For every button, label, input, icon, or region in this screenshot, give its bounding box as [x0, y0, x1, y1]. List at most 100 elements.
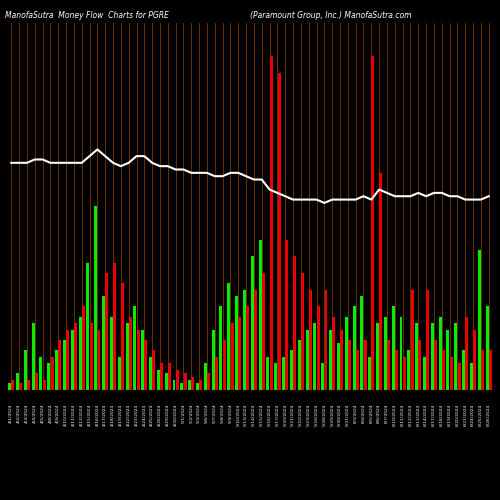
Text: 5/6/2024: 5/6/2024 [205, 404, 209, 423]
Bar [71, 330, 74, 390]
Bar [258, 240, 262, 390]
Bar [446, 330, 450, 390]
Text: 6/5/2024: 6/5/2024 [370, 404, 374, 423]
Text: 5/31/2024: 5/31/2024 [346, 404, 350, 425]
Bar [486, 306, 488, 390]
Bar [136, 330, 140, 390]
Bar [212, 330, 214, 390]
Bar [42, 380, 45, 390]
Text: 4/25/2024: 4/25/2024 [150, 404, 154, 425]
Bar [450, 356, 452, 390]
Bar [293, 256, 296, 390]
Bar [157, 370, 160, 390]
Bar [309, 290, 312, 390]
Bar [395, 350, 398, 390]
Bar [90, 323, 92, 390]
Bar [329, 330, 332, 390]
Text: 4/16/2024: 4/16/2024 [96, 404, 100, 425]
Bar [12, 380, 14, 390]
Bar [113, 263, 116, 390]
Bar [192, 376, 194, 390]
Bar [207, 374, 210, 390]
Text: 6/11/2024: 6/11/2024 [400, 404, 404, 425]
Bar [94, 206, 97, 390]
Bar [144, 340, 148, 390]
Bar [50, 356, 53, 390]
Bar [74, 323, 77, 390]
Bar [134, 306, 136, 390]
Bar [238, 316, 242, 390]
Bar [364, 340, 366, 390]
Text: 5/16/2024: 5/16/2024 [268, 404, 272, 425]
Bar [58, 340, 61, 390]
Text: 6/12/2024: 6/12/2024 [408, 404, 412, 425]
Bar [180, 384, 184, 390]
Bar [235, 296, 238, 390]
Text: ManofaSutra  Money Flow  Charts for PGRE: ManofaSutra Money Flow Charts for PGRE [5, 11, 169, 20]
Text: 6/4/2024: 6/4/2024 [362, 404, 366, 423]
Text: 5/1/2024: 5/1/2024 [182, 404, 186, 423]
Bar [223, 340, 226, 390]
Bar [35, 374, 38, 390]
Bar [270, 56, 272, 390]
Bar [228, 283, 230, 390]
Text: 4/12/2024: 4/12/2024 [80, 404, 84, 425]
Text: 6/6/2024: 6/6/2024 [377, 404, 381, 423]
Text: 4/11/2024: 4/11/2024 [72, 404, 76, 425]
Bar [316, 306, 320, 390]
Bar [337, 343, 340, 390]
Bar [19, 384, 22, 390]
Bar [387, 340, 390, 390]
Bar [262, 273, 265, 390]
Bar [141, 330, 144, 390]
Text: 5/28/2024: 5/28/2024 [322, 404, 326, 425]
Text: 5/2/2024: 5/2/2024 [190, 404, 194, 423]
Bar [121, 283, 124, 390]
Bar [473, 330, 476, 390]
Bar [230, 323, 234, 390]
Bar [470, 364, 473, 390]
Bar [102, 296, 105, 390]
Bar [152, 350, 156, 390]
Text: 6/21/2024: 6/21/2024 [464, 404, 468, 425]
Bar [118, 356, 120, 390]
Text: 4/17/2024: 4/17/2024 [103, 404, 107, 425]
Bar [63, 340, 66, 390]
Bar [106, 273, 108, 390]
Text: 4/22/2024: 4/22/2024 [126, 404, 130, 425]
Bar [24, 350, 27, 390]
Bar [400, 316, 402, 390]
Bar [376, 323, 379, 390]
Bar [481, 350, 484, 390]
Text: 6/25/2024: 6/25/2024 [479, 404, 483, 425]
Text: 5/20/2024: 5/20/2024 [283, 404, 287, 425]
Text: 4/8/2024: 4/8/2024 [48, 404, 52, 423]
Bar [410, 290, 414, 390]
Bar [215, 356, 218, 390]
Text: 5/15/2024: 5/15/2024 [260, 404, 264, 426]
Bar [129, 316, 132, 390]
Bar [324, 290, 328, 390]
Bar [301, 273, 304, 390]
Bar [298, 340, 300, 390]
Bar [246, 306, 249, 390]
Bar [98, 330, 100, 390]
Text: 6/19/2024: 6/19/2024 [448, 404, 452, 425]
Bar [40, 356, 42, 390]
Text: 4/18/2024: 4/18/2024 [111, 404, 115, 425]
Text: 6/3/2024: 6/3/2024 [354, 404, 358, 423]
Text: 6/17/2024: 6/17/2024 [432, 404, 436, 425]
Text: 4/30/2024: 4/30/2024 [174, 404, 178, 425]
Bar [368, 356, 371, 390]
Bar [340, 330, 343, 390]
Bar [27, 380, 30, 390]
Text: 6/24/2024: 6/24/2024 [471, 404, 475, 425]
Bar [160, 364, 163, 390]
Bar [306, 330, 308, 390]
Bar [286, 240, 288, 390]
Text: 6/20/2024: 6/20/2024 [456, 404, 460, 425]
Text: 5/8/2024: 5/8/2024 [220, 404, 224, 423]
Bar [466, 316, 468, 390]
Bar [384, 316, 387, 390]
Bar [344, 316, 348, 390]
